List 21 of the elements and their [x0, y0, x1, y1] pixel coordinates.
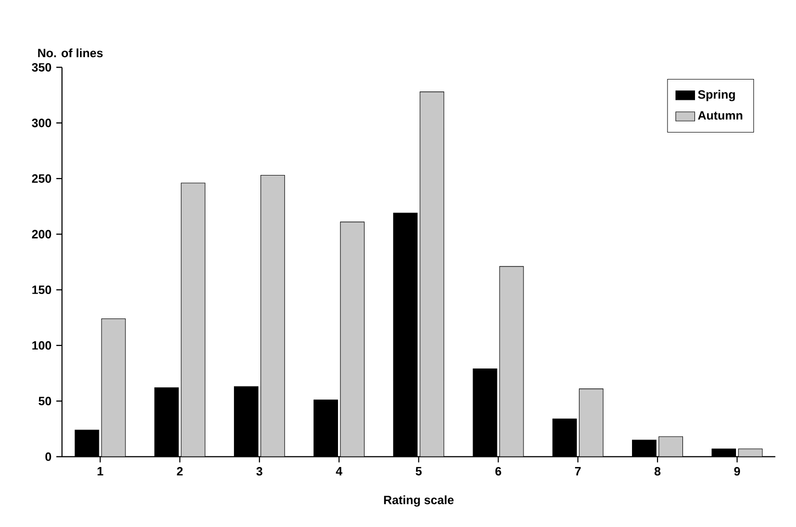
x-tick-label: 9: [734, 467, 740, 476]
y-tick-label: 150: [32, 286, 52, 294]
x-tick-label: 1: [98, 467, 104, 476]
y-tick-label: 200: [32, 230, 52, 239]
y-tick-label: 300: [32, 118, 52, 128]
y-tick-label: 350: [32, 63, 52, 72]
y-tick-label: 100: [32, 341, 52, 350]
x-tick-label: 7: [575, 467, 581, 476]
y-tick-label: 250: [32, 174, 52, 183]
x-tick-label: 8: [654, 467, 660, 476]
legend-label: Autumn: [698, 111, 742, 120]
x-tick-label: 5: [416, 467, 422, 476]
legend-label: Spring: [698, 90, 735, 102]
y-axis-title: No. of lines: [38, 48, 103, 58]
x-tick-label: 3: [256, 467, 262, 476]
y-tick-label: 0: [45, 452, 52, 462]
x-tick-label: 2: [176, 467, 183, 476]
x-axis-title: Rating scale: [384, 496, 454, 507]
x-tick-label: 6: [495, 467, 502, 476]
y-tick-label: 50: [38, 396, 52, 406]
x-tick-label: 4: [336, 467, 342, 476]
